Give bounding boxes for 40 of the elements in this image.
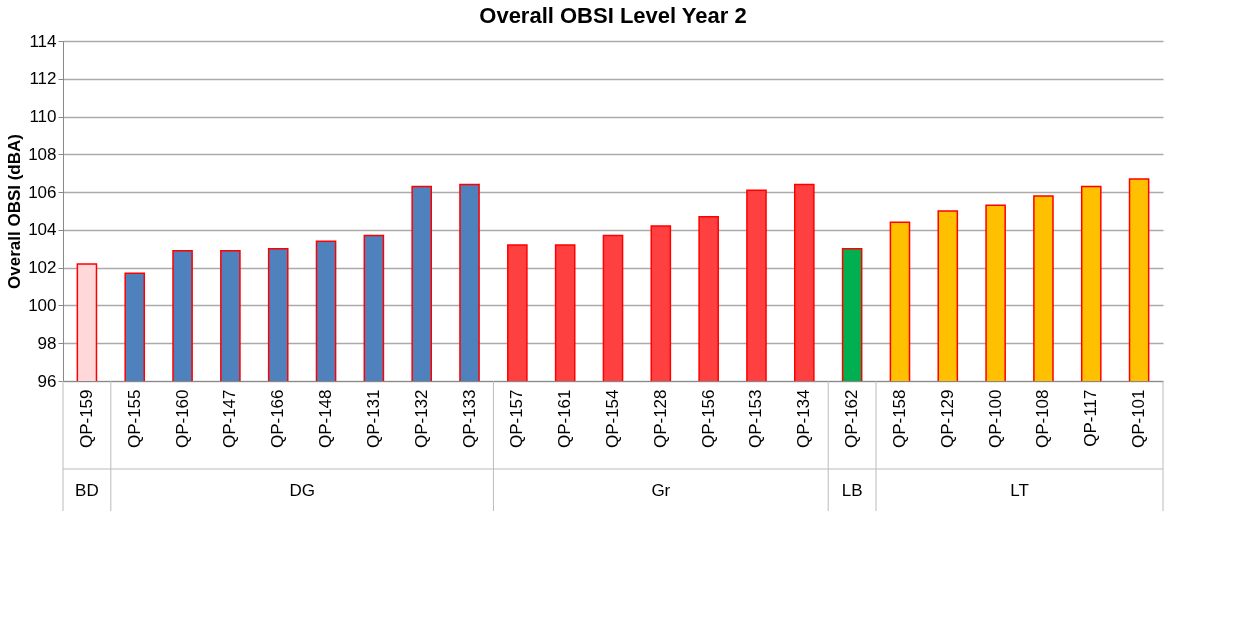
x-tick-label: QP-158 [889, 389, 909, 449]
y-tick-label: 104 [28, 220, 57, 240]
x-tick-label: QP-100 [985, 389, 1005, 449]
x-tick-label: QP-134 [794, 389, 814, 449]
x-tick-label: QP-166 [268, 389, 288, 449]
y-tick-label: 96 [37, 371, 57, 391]
x-tick-label: QP-148 [316, 389, 336, 449]
series-label: LB [841, 481, 863, 500]
x-tick-label: QP-162 [842, 389, 862, 449]
x-tick-label: QP-147 [220, 389, 240, 449]
x-tick-label: QP-132 [411, 389, 431, 449]
y-tick-label: 112 [29, 69, 57, 89]
x-tick-label: QP-161 [555, 389, 575, 449]
x-tick-label: QP-101 [1129, 389, 1149, 449]
y-tick-label: 106 [28, 182, 57, 202]
y-axis-title: Overall OBSI (dBA) [5, 134, 25, 289]
series-label: DG [289, 481, 315, 500]
x-tick-label: QP-129 [937, 389, 957, 449]
x-tick-label: QP-159 [76, 389, 96, 449]
x-tick-label: QP-154 [603, 389, 622, 449]
y-tick-label: 114 [29, 31, 57, 51]
y-tick-label: 102 [28, 258, 57, 278]
series-label: Gr [651, 481, 671, 500]
x-tick-label: QP-156 [698, 389, 718, 449]
x-tick-label: QP-133 [459, 389, 479, 449]
x-tick-label: QP-157 [507, 389, 527, 449]
x-tick-label: QP-131 [363, 389, 383, 449]
x-tick-label: QP-108 [1033, 389, 1053, 449]
y-tick-label: 110 [29, 107, 57, 127]
chart-title: Overall OBSI Level Year 2 [479, 3, 747, 28]
x-tick-label: QP-153 [746, 389, 766, 449]
series-label: BD [75, 481, 99, 500]
x-tick-label: QP-117 [1081, 389, 1101, 447]
x-tick-label: QP-155 [124, 389, 144, 449]
x-tick-label: QP-160 [172, 389, 192, 449]
y-tick-label: 98 [37, 333, 57, 353]
series-label: LT [1010, 481, 1029, 500]
y-tick-label: 100 [28, 295, 57, 315]
x-tick-label: QP-128 [650, 389, 670, 449]
y-tick-label: 108 [28, 144, 57, 164]
